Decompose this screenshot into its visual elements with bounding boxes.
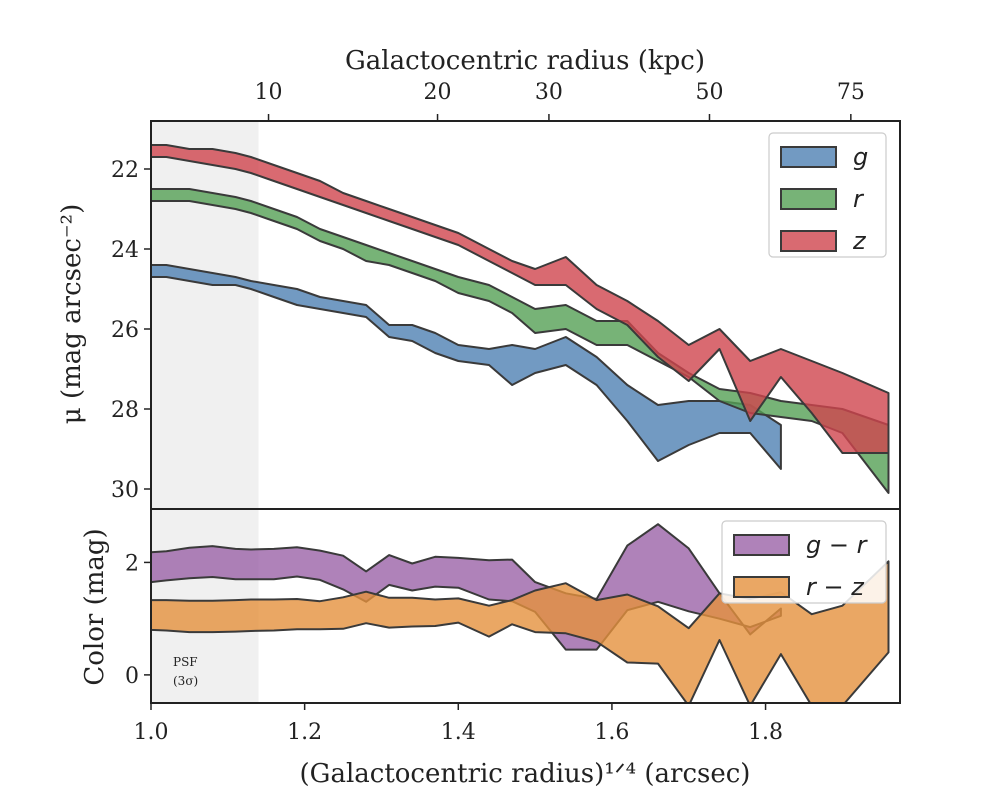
series-band-z — [151, 144, 890, 454]
legend-swatch-g-r — [733, 534, 790, 556]
bottom-frame — [150, 508, 901, 704]
top-axis-title: Galactocentric radius (kpc) — [345, 46, 705, 76]
legend-swatch-r-z — [733, 576, 790, 598]
top-tick-label-30: 30 — [535, 80, 563, 105]
legend-label-r: r — [853, 185, 865, 213]
series-band-g — [151, 264, 782, 470]
top-tick-label-20: 20 — [424, 80, 452, 105]
series-band-r — [151, 188, 890, 494]
legend-swatch-g — [780, 146, 837, 168]
series-layer — [151, 523, 890, 703]
y-tick-label-24: 24 — [111, 238, 139, 263]
bottom-legend: g − r r − z — [721, 520, 887, 604]
axis-titles: Galactocentric radius (kpc) μ (mag arcse… — [57, 46, 750, 789]
y-tick-label-30: 30 — [111, 478, 139, 503]
y-tick-label-26: 26 — [111, 318, 139, 343]
legend-label-r-z: r − z — [806, 573, 865, 601]
y-tick-label-28: 28 — [111, 398, 139, 423]
series-band-r-z — [151, 560, 890, 703]
x-tick-label-1-0: 1.0 — [134, 720, 169, 745]
y-tick-label-22: 22 — [111, 158, 139, 183]
x-tick-label-1-4: 1.4 — [441, 720, 476, 745]
series-layer — [151, 144, 890, 494]
top-tick-label-75: 75 — [837, 80, 865, 105]
psf-annotation-line: PSF — [173, 655, 198, 669]
x-axis-title: (Galactocentric radius)¹ᐟ⁴ (arcsec) — [300, 759, 751, 789]
psf-region — [151, 121, 259, 509]
x-tick-label-1-2: 1.2 — [287, 720, 322, 745]
x-tick-label-1-8: 1.8 — [748, 720, 783, 745]
y-tick-label-0: 0 — [125, 664, 139, 689]
legend-swatch-r — [780, 188, 837, 210]
y-tick-label-2: 2 — [125, 551, 139, 576]
surface-brightness-y-label: μ (mag arcsec⁻²) — [57, 204, 87, 424]
legend-label-g: g — [853, 143, 868, 171]
legend-label-g-r: g − r — [806, 531, 869, 559]
x-tick-label-1-6: 1.6 — [594, 720, 629, 745]
color-panel: 0 2 1.0 1.2 1.4 1.6 1.8 PSF (3σ) g − r r − z — [125, 508, 901, 745]
top-tick-label-50: 50 — [695, 80, 723, 105]
legend-label-z: z — [852, 227, 867, 255]
legend-swatch-z — [780, 230, 837, 252]
top-legend: grz — [768, 132, 887, 258]
color-y-label: Color (mag) — [80, 528, 110, 685]
surface-brightness-panel: 22 24 26 28 30 10 20 30 50 75 grz — [111, 80, 901, 510]
psf-annotation-line: (3σ) — [173, 674, 198, 688]
top-tick-label-10: 10 — [255, 80, 283, 105]
